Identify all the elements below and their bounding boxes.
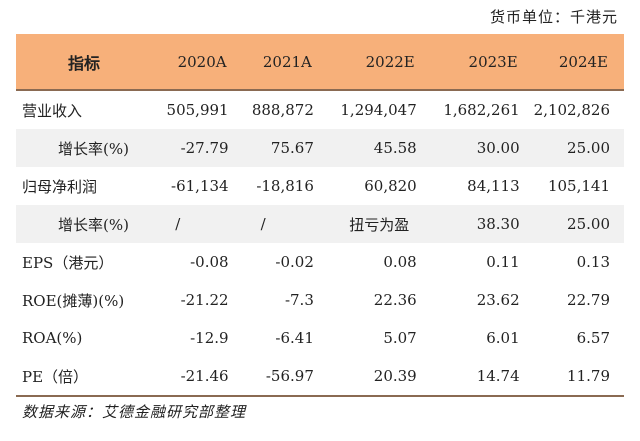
table-cell: 0.13 [576,253,610,271]
table-cell: 60,820 [364,177,417,195]
currency-unit-label: 货币单位：千港元 [489,8,618,26]
table-cell: 1,294,047 [340,101,417,119]
row-label: 增长率(%) [16,129,158,167]
table-cell: / [157,205,243,243]
table-row: ROA(%) -12.9 -6.41 5.07 6.01 6.57 [16,319,624,357]
row-label: 归母净利润 [22,177,98,196]
table-cell: -0.08 [190,253,229,271]
table-row: PE（倍） -21.46 -56.97 20.39 14.74 11.79 [16,357,624,397]
header-year-2020a: 2020A [157,34,243,91]
header-year-2021a: 2021A [242,34,328,91]
header-year-2024e: 2024E [533,34,624,91]
row-label: 营业收入 [22,101,83,120]
table-row: 增长率(%) -27.79 75.67 45.58 30.00 25.00 [16,129,624,167]
table-cell: 2,102,826 [533,101,610,119]
table-cell: 25.00 [533,205,624,243]
table-cell: 505,991 [166,101,229,119]
table-cell: 45.58 [327,129,431,167]
row-label: 增长率(%) [16,205,158,243]
table-cell: 105,141 [547,177,610,195]
table-cell: 38.30 [430,205,534,243]
financial-forecast-table: 指标 2020A 2021A 2022E 2023E 2024E 营业收入 50… [16,34,624,397]
table-cell: 84,113 [467,177,520,195]
header-indicator-label: 指标 [16,34,158,91]
table-cell: 75.67 [242,129,328,167]
table-cell: -21.22 [180,291,229,309]
table-cell: 1,682,261 [443,101,520,119]
row-label: EPS（港元） [22,253,114,272]
table-cell: 0.08 [383,253,417,271]
table-cell: -18,816 [256,177,314,195]
table-cell: -21.46 [157,357,243,397]
table-header-row: 指标 2020A 2021A 2022E 2023E 2024E [16,34,624,91]
table-cell: -0.02 [275,253,314,271]
row-label: ROA(%) [22,329,83,347]
table-cell: -61,134 [171,177,229,195]
table-cell: 22.36 [373,291,417,309]
table-cell: 23.62 [476,291,520,309]
table-cell: 5.07 [383,329,417,347]
table-row: ROE(摊薄)(%) -21.22 -7.3 22.36 23.62 22.79 [16,281,624,319]
table-row: 归母净利润 -61,134 -18,816 60,820 84,113 105,… [16,167,624,205]
table-cell: / [242,205,328,243]
table-cell: 6.01 [486,329,520,347]
table-cell: 6.57 [576,329,610,347]
table-cell: 20.39 [327,357,431,397]
table-cell: -7.3 [284,291,314,309]
table-cell: 扭亏为盈 [327,205,431,243]
table-cell: -12.9 [190,329,229,347]
table-row: 营业收入 505,991 888,872 1,294,047 1,682,261… [16,90,624,129]
table-cell: 888,872 [251,101,314,119]
data-source-note: 数据来源：艾德金融研究部整理 [22,403,247,421]
table-cell: -27.79 [157,129,243,167]
table-row: EPS（港元） -0.08 -0.02 0.08 0.11 0.13 [16,243,624,281]
table-cell: 11.79 [533,357,624,397]
table-cell: 30.00 [430,129,534,167]
table-cell: 22.79 [567,291,610,309]
table-cell: 25.00 [533,129,624,167]
table-cell: 0.11 [486,253,520,271]
table-row: 增长率(%) / / 扭亏为盈 38.30 25.00 [16,205,624,243]
header-year-2023e: 2023E [430,34,534,91]
table-cell: -6.41 [275,329,314,347]
table-cell: 14.74 [430,357,534,397]
header-year-2022e: 2022E [327,34,431,91]
row-label: PE（倍） [16,357,158,397]
table-cell: -56.97 [242,357,328,397]
row-label: ROE(摊薄)(%) [22,291,125,310]
